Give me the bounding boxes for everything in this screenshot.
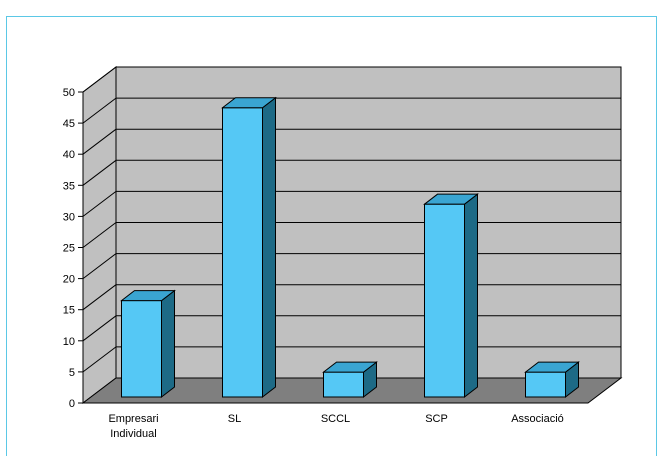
y-tick-label: 35 bbox=[63, 180, 75, 192]
x-tick-label: SCCL bbox=[321, 413, 350, 425]
bar-front bbox=[121, 300, 162, 398]
x-tick-label: SCP bbox=[425, 413, 448, 425]
bar-top bbox=[524, 361, 580, 373]
y-tick-label: 5 bbox=[69, 367, 75, 379]
bar bbox=[524, 361, 580, 399]
chart-gridlines bbox=[82, 66, 621, 373]
gridline-side bbox=[82, 315, 117, 342]
y-tick-label: 50 bbox=[63, 87, 75, 99]
bar-top bbox=[423, 193, 479, 205]
gridline-side bbox=[82, 66, 117, 93]
gridline-side bbox=[82, 191, 117, 217]
bar bbox=[221, 96, 277, 399]
x-tick-label: SL bbox=[228, 413, 241, 425]
gridline-side bbox=[82, 284, 117, 311]
bar-top bbox=[120, 290, 176, 302]
chart-axes bbox=[78, 91, 588, 404]
gridline-side bbox=[82, 159, 117, 186]
gridline-side bbox=[82, 128, 117, 155]
y-tick-label: 15 bbox=[63, 305, 75, 317]
bar-side bbox=[161, 289, 175, 399]
y-tick-label: 45 bbox=[63, 118, 75, 130]
y-tick-label: 40 bbox=[63, 149, 75, 161]
chart-labels: 0 5 10 15 20 25 30 35 40 45 50 Empresari Individual S… bbox=[63, 87, 564, 440]
y-tick-label: 20 bbox=[63, 274, 75, 286]
y-tick-label: 10 bbox=[63, 336, 75, 348]
y-tick-label: 25 bbox=[63, 243, 75, 255]
bar-side bbox=[464, 193, 478, 399]
bar bbox=[423, 193, 479, 399]
bar bbox=[120, 289, 176, 399]
gridline-side bbox=[82, 97, 117, 124]
gridline-side bbox=[82, 222, 117, 248]
chart-bars bbox=[120, 96, 580, 399]
y-tick-label: 30 bbox=[63, 211, 75, 223]
bar bbox=[322, 361, 378, 399]
bar-top bbox=[221, 97, 277, 109]
bar-front bbox=[525, 371, 566, 398]
bar-side bbox=[262, 96, 276, 399]
gridline-side bbox=[82, 253, 117, 279]
bar-front bbox=[222, 107, 263, 398]
gridline-side bbox=[82, 346, 117, 373]
bar-front bbox=[424, 203, 465, 398]
bar-front bbox=[323, 371, 364, 398]
x-tick-label: Empresari Individual bbox=[108, 413, 158, 440]
y-tick-label: 0 bbox=[69, 398, 75, 410]
x-tick-label: Associació bbox=[511, 413, 564, 425]
bar-top bbox=[322, 361, 378, 373]
